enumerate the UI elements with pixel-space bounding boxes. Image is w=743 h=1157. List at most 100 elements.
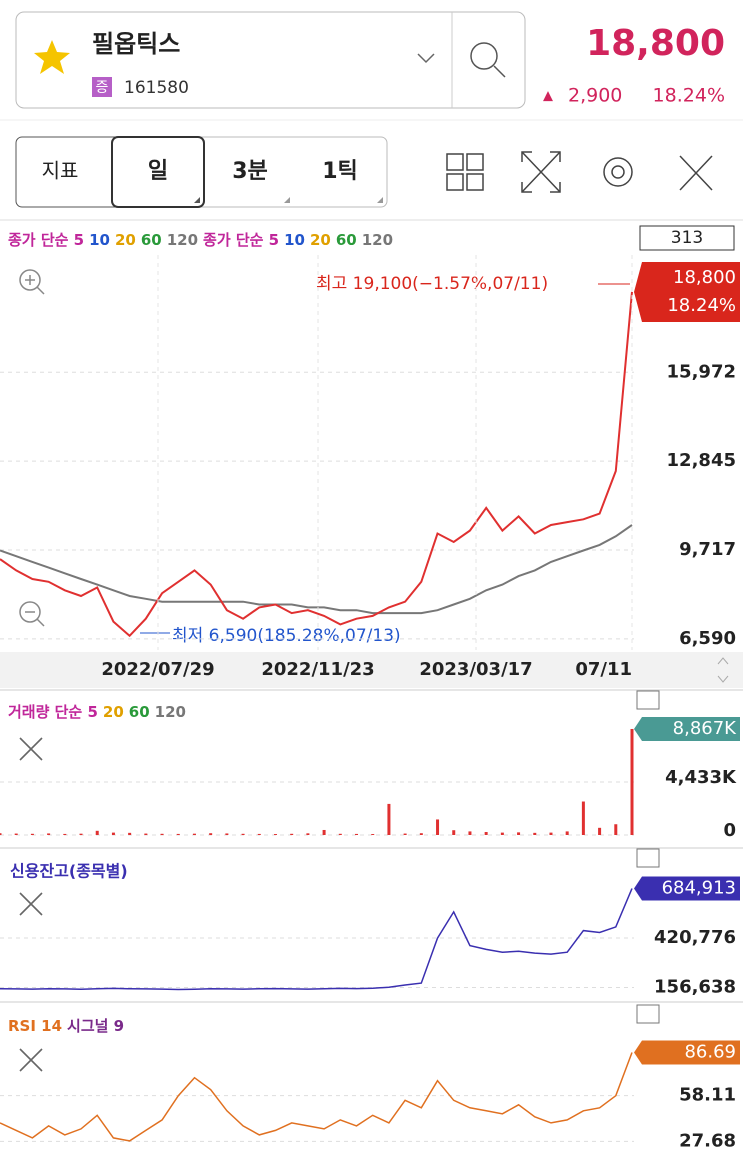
y-tick-label: 27.68	[679, 1130, 736, 1151]
x-tick-label: 2022/07/29	[101, 659, 214, 680]
value-badge-label: 684,913	[662, 877, 736, 898]
legend-item: RSI 14	[8, 1017, 62, 1035]
legend: 거래량 단순 5 20 60 120	[8, 703, 186, 721]
x-tick-label: 07/11	[575, 659, 632, 680]
volume-bar	[225, 833, 229, 835]
legend-item: 시그널 9	[67, 1017, 124, 1035]
layout-icon[interactable]	[446, 153, 464, 171]
legend-item: 60	[129, 703, 150, 721]
volume-bar	[160, 833, 164, 835]
legend: 종가 단순 5 10 20 60 120 종가 단순 5 10 20 60 120	[8, 231, 393, 249]
search-icon[interactable]	[470, 42, 498, 70]
dropdown-icon[interactable]	[417, 53, 435, 64]
high-label: 최고 19,100(−1.57%,07/11)	[316, 274, 548, 294]
low-label: 최저 6,590(185.28%,07/13)	[172, 626, 401, 646]
volume-bar	[452, 830, 456, 835]
scroll-icon	[717, 675, 729, 683]
badge-bg	[92, 77, 112, 97]
legend-item: 20	[103, 703, 124, 721]
favorite-star[interactable]	[34, 40, 70, 74]
tab-corner	[377, 197, 383, 203]
volume-bar	[484, 832, 488, 835]
zoom-out[interactable]	[19, 601, 41, 623]
toolbar-icons	[446, 151, 713, 193]
legend-item: 10	[284, 231, 305, 249]
tab-corner	[284, 197, 290, 203]
volume-bar	[128, 832, 132, 835]
volume-bar	[290, 833, 294, 835]
volume-bar	[176, 833, 180, 835]
legend-item: 종가 단순 5	[8, 231, 84, 249]
y-tick-label: 58.11	[679, 1085, 736, 1106]
scroll-icon[interactable]	[717, 657, 729, 665]
tab-3min[interactable]: 3분	[232, 159, 268, 184]
current-badge	[634, 261, 740, 322]
badge: 증	[96, 80, 109, 96]
volume-bar	[581, 801, 585, 835]
volume-bar	[630, 728, 634, 835]
legend-item: 20	[115, 231, 136, 249]
legend-item: 거래량 단순 5	[8, 703, 98, 721]
close-icons	[19, 737, 43, 1072]
search-icon-handle	[493, 65, 506, 78]
search-box[interactable]	[15, 11, 526, 109]
volume-bar	[306, 833, 310, 835]
volume-bar	[192, 833, 196, 835]
tab-1tick[interactable]: 1틱	[322, 159, 358, 184]
legend-item: 종가 단순 5	[203, 231, 279, 249]
volume-bar	[0, 833, 2, 835]
volume-bar	[79, 833, 83, 835]
menu-volume[interactable]	[636, 690, 660, 710]
volume-bar	[403, 833, 407, 835]
volume-bar	[598, 827, 602, 835]
current-price-label: 18,800	[673, 267, 736, 288]
ma120-line	[0, 524, 633, 615]
volume-bar	[63, 833, 67, 835]
y-tick-label: 4,433K	[665, 767, 737, 788]
value-badge	[634, 716, 740, 741]
up-arrow: ▲	[543, 89, 553, 104]
volume-bar	[338, 833, 342, 835]
y-tick-label: 15,972	[667, 361, 736, 382]
y-tick-label: 9,717	[679, 539, 736, 560]
volume-bar	[533, 832, 537, 835]
volume-bar	[241, 833, 245, 835]
legend-item: 120	[362, 231, 393, 249]
current-price: 18,800	[586, 23, 725, 64]
volume-bar	[387, 803, 391, 835]
close-line	[0, 291, 633, 638]
menu-icons	[636, 690, 660, 1024]
credit-line	[0, 888, 633, 991]
y-tick-label: 0	[723, 820, 736, 841]
volume-bar	[144, 833, 148, 835]
volume-bar	[549, 832, 553, 835]
legend-item: 60	[141, 231, 162, 249]
legend-item: 120	[155, 703, 186, 721]
zoom-in[interactable]	[19, 269, 41, 291]
legend-item: 10	[89, 231, 110, 249]
volume-bar	[30, 833, 34, 835]
count: 313	[671, 228, 703, 248]
tab-selected[interactable]	[111, 136, 205, 208]
volume-bar	[355, 833, 359, 835]
stock-name: 필옵틱스	[92, 30, 180, 58]
stock-code: 161580	[124, 78, 189, 98]
volume-bar	[95, 830, 99, 835]
legend-item: 120	[167, 231, 198, 249]
volume-bar	[517, 832, 521, 835]
volume-bar	[322, 829, 326, 835]
menu-credit[interactable]	[636, 848, 660, 868]
y-tick-label: 420,776	[654, 927, 736, 948]
volume-bar	[47, 833, 51, 835]
value-badge-label: 86.69	[684, 1042, 736, 1063]
volume-bar	[419, 833, 423, 835]
menu-rsi[interactable]	[636, 1004, 660, 1024]
tab-day[interactable]: 일	[148, 159, 168, 184]
y-tick-label: 156,638	[654, 977, 736, 998]
volume-bar	[273, 834, 277, 835]
x-tick-label: 2022/11/23	[261, 659, 374, 680]
settings-icon[interactable]	[603, 157, 633, 187]
current-pct-label: 18.24%	[667, 295, 736, 316]
volume-bar	[468, 831, 472, 835]
